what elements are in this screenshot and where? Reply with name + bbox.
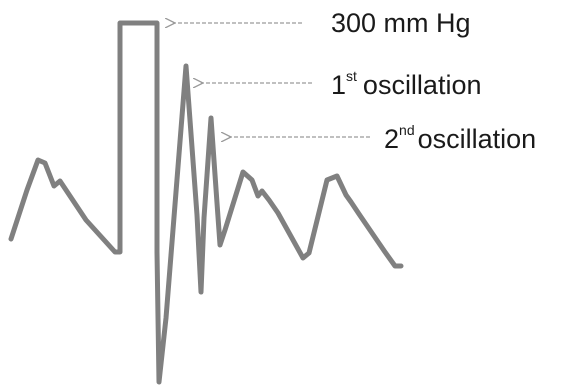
second-oscillation-label: 2nd oscillation (384, 122, 536, 154)
pressure-label: 300 mm Hg (331, 8, 471, 38)
first-oscillation-text: oscillation (363, 70, 482, 100)
first-oscillation-number: 1 (331, 70, 346, 100)
second-oscillation-suffix: nd (399, 122, 415, 138)
pressure-waveform (8, 20, 404, 385)
first-oscillation-suffix: st (346, 68, 357, 84)
second-oscillation-number: 2 (384, 124, 399, 154)
second-oscillation-text: oscillation (418, 124, 537, 154)
first-oscillation-label: 1st oscillation (331, 68, 481, 100)
